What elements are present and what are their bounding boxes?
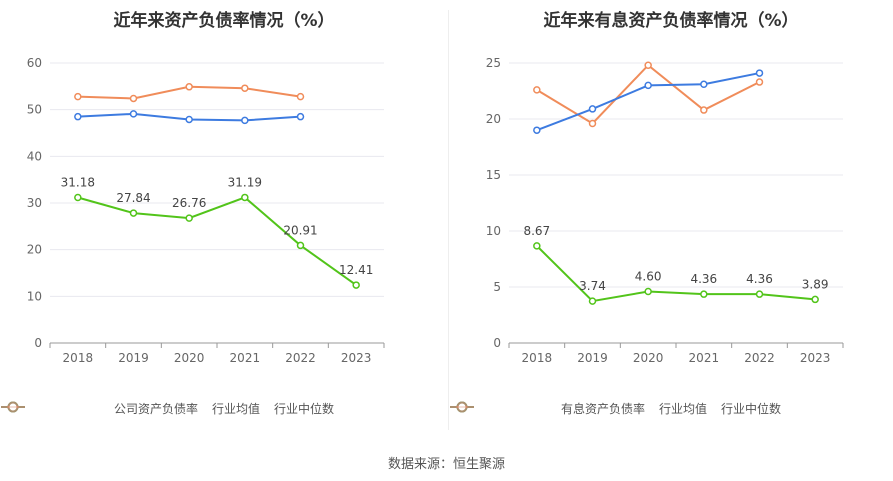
data-point-industry-mean-right xyxy=(533,126,541,134)
y-tick-label-right: 25 xyxy=(486,56,501,70)
y-tick-label-right: 0 xyxy=(493,336,501,350)
data-label-company-right: 4.36 xyxy=(746,272,773,286)
legend-right: 有息资产负债率 行业均值 行业中位数 xyxy=(449,400,893,417)
x-tick-label-left: 2023 xyxy=(341,351,372,365)
source-text: 数据来源：恒生聚源 xyxy=(387,457,505,472)
data-point-company-left xyxy=(296,241,305,250)
legend-item-left[interactable]: 行业中位数 xyxy=(1,400,335,417)
data-point-industry-mean-left xyxy=(296,112,305,121)
data-point-industry-mean-left xyxy=(185,115,193,124)
legend-item-right[interactable]: 行业均值 xyxy=(450,400,707,417)
data-label-company-left: 27.84 xyxy=(116,191,150,205)
legend-label: 行业中位数 xyxy=(721,402,782,416)
data-point-industry-mean-left xyxy=(241,116,249,125)
x-tick-label-left: 2018 xyxy=(63,351,94,365)
x-tick-label-left: 2019 xyxy=(118,351,149,365)
series-line-industry-mean-right xyxy=(536,72,760,132)
legend-item-right[interactable]: 有息资产负债率 xyxy=(450,400,645,417)
x-tick-label-right: 2023 xyxy=(800,351,831,365)
data-label-company-left: 20.91 xyxy=(283,223,317,237)
data-point-industry-mean-left xyxy=(74,112,82,121)
y-tick-label-left: 30 xyxy=(27,196,42,210)
data-point-company-right xyxy=(533,242,541,250)
legend-swatch-icon xyxy=(450,401,474,413)
legend-item-right[interactable]: 行业中位数 xyxy=(450,400,782,417)
data-point-company-left xyxy=(74,193,82,202)
x-tick-label-right: 2020 xyxy=(633,351,664,365)
data-label-company-right: 4.60 xyxy=(635,269,662,283)
chart-svg-right: 0 5 10 15 20 25 2018 2019 2020 2021 2022 2023 8.67 3.… xyxy=(486,56,844,365)
data-point-industry-median-left xyxy=(129,94,138,103)
legend-item-left[interactable]: 行业均值 xyxy=(1,400,260,417)
y-tick-label-right: 20 xyxy=(486,112,501,126)
data-point-industry-median-right xyxy=(588,119,597,128)
data-point-industry-median-left xyxy=(74,92,82,101)
legend-marker xyxy=(7,401,19,413)
data-point-company-left xyxy=(185,214,193,222)
data-point-industry-median-right xyxy=(755,78,764,86)
data-point-company-right xyxy=(588,297,597,305)
chart-panel-right: 近年来有息资产负债率情况（%） 0 5 10 15 20 25 2018 2019 2020 20… xyxy=(449,0,893,440)
data-point-company-left xyxy=(241,193,249,202)
legend-marker xyxy=(456,401,468,413)
legend-label: 有息资产负债率 xyxy=(560,402,645,416)
data-point-industry-median-right xyxy=(700,106,708,114)
x-tick-label-right: 2019 xyxy=(577,351,608,365)
data-point-company-right xyxy=(700,290,708,298)
legend-swatch-icon xyxy=(1,401,25,413)
data-point-industry-median-right xyxy=(533,86,541,94)
y-tick-label-right: 15 xyxy=(486,168,501,182)
chart-title-right: 近年来有息资产负债率情况（%） xyxy=(543,11,799,31)
legend-label: 行业均值 xyxy=(211,402,260,416)
data-label-company-right: 3.89 xyxy=(802,277,829,291)
data-point-industry-median-left xyxy=(241,84,249,92)
chart-svg-left: 0 10 20 30 40 50 60 2018 2019 2020 2021 2022 2023 31.… xyxy=(27,56,385,365)
series-line-company-left xyxy=(77,196,357,286)
data-point-industry-median-left xyxy=(296,92,305,101)
y-tick-label-left: 20 xyxy=(27,243,42,257)
data-point-industry-median-left xyxy=(185,83,193,91)
data-point-company-left xyxy=(352,281,360,289)
x-tick-label-left: 2022 xyxy=(285,351,316,365)
data-point-industry-mean-right xyxy=(755,69,764,77)
data-point-company-left xyxy=(129,209,138,217)
data-label-company-left: 31.18 xyxy=(61,175,95,189)
y-tick-label-left: 60 xyxy=(27,56,42,70)
data-label-company-right: 4.36 xyxy=(690,272,717,286)
x-tick-label-left: 2020 xyxy=(174,351,205,365)
legend-label: 行业均值 xyxy=(658,402,707,416)
y-tick-label-right: 10 xyxy=(486,224,501,238)
x-tick-label-right: 2022 xyxy=(744,351,775,365)
x-tick-label-right: 2018 xyxy=(522,351,553,365)
y-tick-label-left: 10 xyxy=(27,289,42,303)
y-tick-label-right: 5 xyxy=(493,280,501,294)
data-point-industry-median-right xyxy=(644,61,652,69)
data-point-company-right xyxy=(755,290,764,298)
data-label-company-right: 8.67 xyxy=(523,224,550,238)
chart-title-left: 近年来资产负债率情况（%） xyxy=(113,11,335,31)
legend-label: 行业中位数 xyxy=(274,402,335,416)
data-point-company-right xyxy=(811,295,819,304)
y-tick-label-left: 40 xyxy=(27,149,42,163)
legend-left: 公司资产负债率 行业均值 行业中位数 xyxy=(0,400,448,417)
divider xyxy=(448,10,449,430)
data-label-company-right: 3.74 xyxy=(579,279,606,293)
data-label-company-left: 31.19 xyxy=(228,175,262,189)
data-label-company-left: 26.76 xyxy=(172,196,206,210)
series-line-company-right xyxy=(536,245,816,303)
series-line-industry-median-right xyxy=(536,63,760,125)
legend-label: 公司资产负债率 xyxy=(113,402,198,416)
data-point-company-right xyxy=(644,287,652,296)
y-tick-label-left: 0 xyxy=(34,336,42,350)
x-tick-label-left: 2021 xyxy=(230,351,261,365)
data-label-company-left: 12.41 xyxy=(339,263,373,277)
data-point-industry-mean-right xyxy=(644,81,652,90)
data-point-industry-mean-right xyxy=(700,80,708,89)
data-point-industry-mean-right xyxy=(588,105,597,113)
legend-item-left[interactable]: 公司资产负债率 xyxy=(1,400,198,417)
y-tick-label-left: 50 xyxy=(27,103,42,117)
chart-panel-left: 近年来资产负债率情况（%） 0 10 20 30 40 50 60 2018 2019 2020 2… xyxy=(0,0,448,440)
data-point-industry-mean-left xyxy=(129,110,138,118)
x-tick-label-right: 2021 xyxy=(689,351,720,365)
